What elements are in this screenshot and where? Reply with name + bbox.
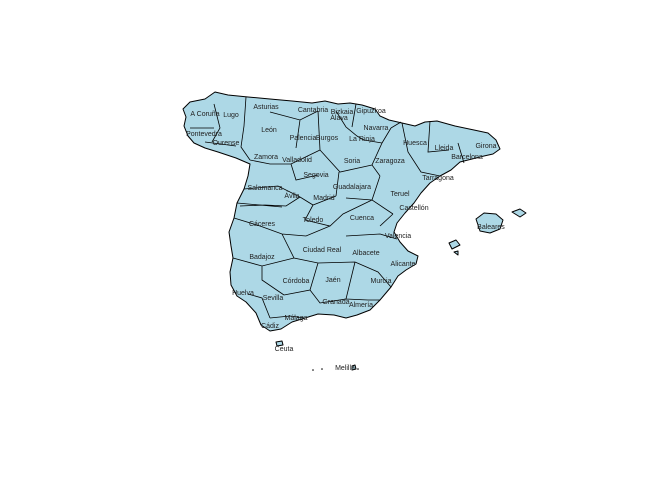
province-label: Toledo: [303, 217, 324, 224]
province-label: Soria: [344, 158, 360, 165]
province-label: Tarragona: [422, 175, 454, 182]
province-label: Girona: [475, 143, 496, 150]
province-label: León: [261, 127, 277, 134]
province-label: Cantabria: [298, 107, 328, 114]
province-label: Albacete: [352, 250, 379, 257]
province-label: Madrid: [313, 195, 335, 202]
province-label: Murcia: [370, 278, 391, 285]
province-labels: A Coruña Lugo Asturias Cantabria Bizkaia Gipu…: [186, 104, 505, 372]
province-label: Córdoba: [283, 278, 310, 285]
province-label: Huelva: [232, 290, 254, 297]
province-label: Cáceres: [249, 221, 276, 228]
province-label: Jaén: [325, 277, 340, 284]
province-label: Zaragoza: [375, 158, 405, 165]
province-label: Asturias: [253, 104, 279, 111]
province-label: Cuenca: [350, 215, 374, 222]
province-label: Almería: [349, 302, 373, 309]
province-label: Teruel: [390, 191, 410, 198]
province-label: Alicante: [391, 261, 416, 268]
province-label: Ávila: [284, 191, 299, 200]
ceuta-territory: [275, 340, 284, 347]
province-label: A Coruña: [190, 111, 219, 118]
province-borders: [190, 96, 465, 319]
province-label: Segovia: [303, 172, 328, 179]
province-label: Barcelona: [451, 154, 483, 161]
island-formentera: [453, 250, 459, 256]
province-label: Ceuta: [275, 346, 294, 353]
province-label: Melilla: [335, 365, 355, 372]
melilla-territory: [351, 364, 357, 371]
province-label: Salamanca: [247, 185, 282, 192]
province-label: Guadalajara: [333, 184, 371, 191]
province-label: Álava: [330, 113, 348, 122]
province-label: Cádiz: [261, 323, 279, 330]
province-label: Zamora: [254, 154, 278, 161]
province-label: Pontevedra: [186, 131, 222, 138]
province-label: Badajoz: [249, 254, 275, 261]
province-label: La Rioja: [349, 136, 375, 143]
province-label: Huesca: [403, 140, 427, 147]
province-label: Valencia: [385, 233, 411, 240]
province-label: Lleida: [435, 145, 454, 152]
province-label: Valladolid: [282, 157, 312, 164]
province-label: Ciudad Real: [303, 247, 342, 254]
province-label: Sevilla: [263, 295, 284, 302]
province-label: Gipuzkoa: [356, 108, 386, 115]
province-label: Navarra: [364, 125, 389, 132]
province-label: Palencia: [290, 135, 317, 142]
islet-marker: [321, 368, 323, 370]
province-label: Málaga: [285, 315, 308, 322]
province-label: Castellón: [399, 205, 428, 212]
island-menorca: [511, 208, 527, 218]
province-label: Granada: [322, 299, 349, 306]
island-ibiza: [448, 239, 461, 250]
islet-marker: [312, 369, 314, 371]
province-label: Bizkaia: [331, 109, 354, 116]
province-label: Ourense: [213, 140, 240, 147]
mainland-spain: [182, 91, 501, 332]
islet-marker: [357, 368, 359, 370]
province-label: Lugo: [223, 112, 239, 119]
province-label: Burgos: [316, 135, 339, 142]
province-label: Baleares: [477, 224, 505, 231]
island-mallorca: [475, 212, 504, 234]
